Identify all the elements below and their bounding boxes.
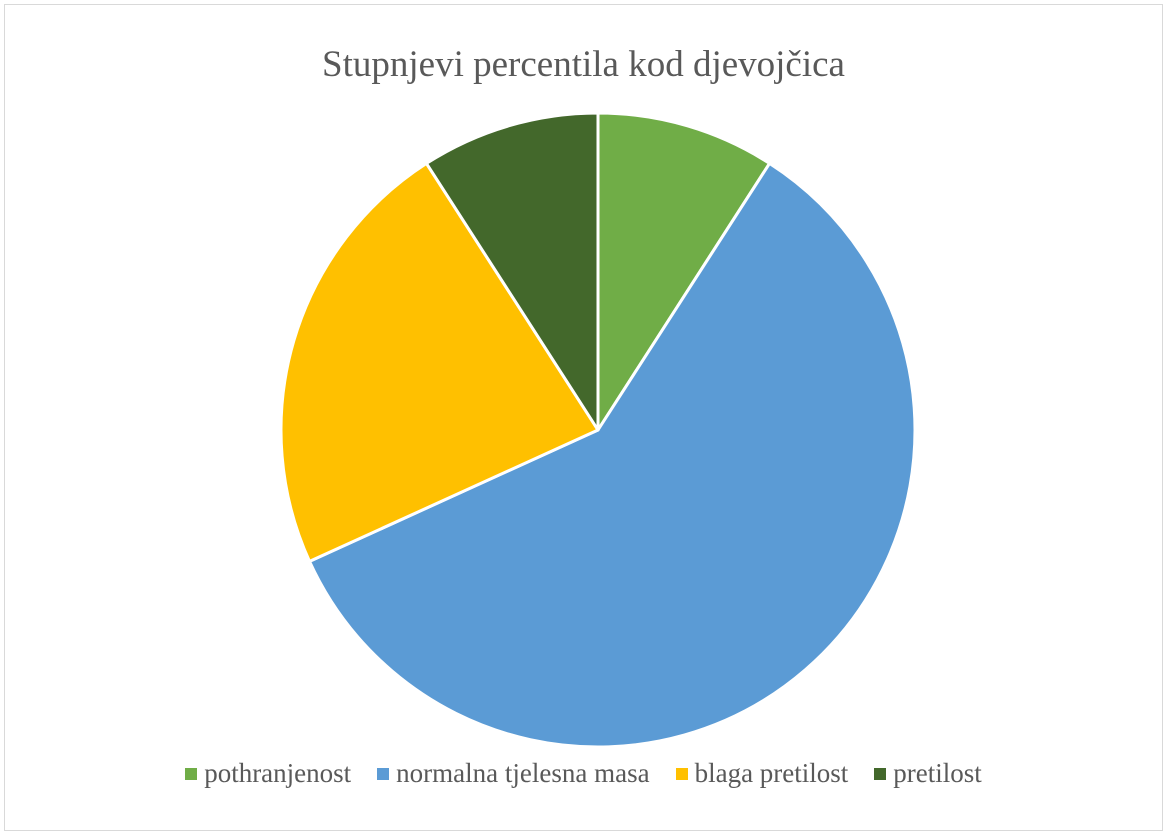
pie-slice-pretilost [424,111,600,432]
pie-slice-pothranjenost [596,111,772,432]
legend-swatch-pretilost [874,767,887,780]
legend-item-normalna-tjelesna-masa: normalna tjelesna masa [377,758,650,789]
legend-swatch-normalna-tjelesna-masa [377,767,390,780]
legend: pothranjenost normalna tjelesna masa bla… [5,758,1162,789]
chart-frame: Stupnjevi percentila kod djevojčica poth… [4,4,1163,831]
legend-item-pretilost: pretilost [874,758,982,789]
legend-item-blaga-pretilost: blaga pretilost [675,758,849,789]
pie-slice-normalna-tjelesna-masa [307,161,917,749]
legend-label-blaga-pretilost: blaga pretilost [694,758,849,788]
pie-slice-blaga-pretilost [279,161,600,563]
legend-item-pothranjenost: pothranjenost [185,758,351,789]
legend-label-pothranjenost: pothranjenost [204,758,352,788]
pie-chart [279,111,917,749]
legend-swatch-pothranjenost [185,767,198,780]
legend-label-normalna-tjelesna-masa: normalna tjelesna masa [396,758,650,788]
chart-title: Stupnjevi percentila kod djevojčica [322,44,845,85]
legend-swatch-blaga-pretilost [675,767,688,780]
legend-label-pretilost: pretilost [893,758,982,788]
